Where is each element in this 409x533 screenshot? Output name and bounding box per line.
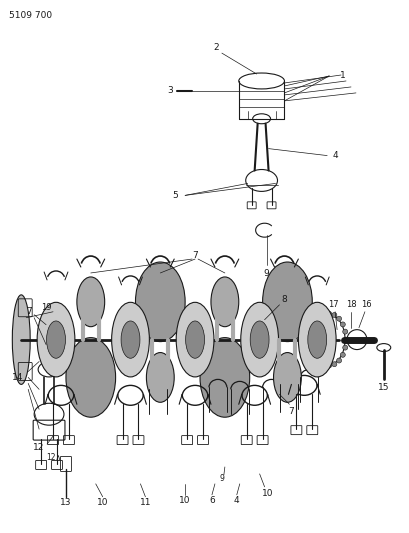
- Text: 4: 4: [234, 496, 239, 505]
- Ellipse shape: [321, 362, 326, 367]
- Ellipse shape: [342, 345, 347, 350]
- Text: 9: 9: [263, 270, 269, 278]
- Ellipse shape: [316, 358, 321, 363]
- Text: 10: 10: [261, 489, 273, 498]
- Text: 12: 12: [34, 442, 45, 451]
- Text: 7: 7: [26, 307, 32, 316]
- Ellipse shape: [146, 352, 174, 402]
- Text: 3: 3: [167, 86, 173, 95]
- Ellipse shape: [37, 302, 75, 377]
- Ellipse shape: [12, 295, 30, 384]
- Text: 12∧: 12∧: [46, 453, 61, 462]
- Ellipse shape: [339, 322, 344, 327]
- Ellipse shape: [309, 337, 314, 342]
- Ellipse shape: [312, 352, 317, 357]
- Ellipse shape: [310, 329, 315, 334]
- Ellipse shape: [135, 262, 185, 342]
- Text: 17: 17: [327, 300, 337, 309]
- Text: 2: 2: [213, 43, 218, 52]
- Text: 13: 13: [60, 498, 72, 507]
- Text: 1: 1: [339, 71, 345, 80]
- Ellipse shape: [176, 302, 213, 377]
- Ellipse shape: [307, 321, 326, 358]
- Ellipse shape: [310, 345, 315, 350]
- Text: 8: 8: [281, 295, 287, 304]
- Ellipse shape: [342, 329, 347, 334]
- Ellipse shape: [298, 302, 335, 377]
- Text: 9: 9: [219, 474, 224, 483]
- Text: 5109 700: 5109 700: [9, 11, 52, 20]
- Ellipse shape: [336, 316, 341, 321]
- Ellipse shape: [331, 362, 336, 367]
- Ellipse shape: [249, 321, 268, 358]
- Ellipse shape: [200, 337, 249, 417]
- Text: 15: 15: [377, 383, 389, 392]
- Ellipse shape: [273, 352, 301, 402]
- Ellipse shape: [331, 312, 336, 318]
- Ellipse shape: [336, 358, 341, 363]
- Text: 7: 7: [192, 251, 198, 260]
- Ellipse shape: [262, 262, 312, 342]
- Text: 6: 6: [209, 496, 214, 505]
- Text: 10: 10: [179, 496, 191, 505]
- Ellipse shape: [326, 311, 331, 316]
- Ellipse shape: [326, 363, 331, 368]
- Ellipse shape: [316, 316, 321, 321]
- Text: 18: 18: [345, 300, 355, 309]
- Text: 7: 7: [288, 407, 294, 416]
- Ellipse shape: [185, 321, 204, 358]
- Ellipse shape: [240, 302, 278, 377]
- Ellipse shape: [339, 352, 344, 357]
- Text: 19: 19: [41, 303, 51, 312]
- Text: 5: 5: [172, 191, 178, 200]
- Text: 16: 16: [361, 300, 371, 309]
- Ellipse shape: [111, 302, 149, 377]
- Ellipse shape: [321, 312, 326, 318]
- Ellipse shape: [47, 321, 65, 358]
- Ellipse shape: [66, 337, 115, 417]
- Ellipse shape: [76, 277, 104, 327]
- Text: 11: 11: [139, 498, 151, 507]
- Ellipse shape: [121, 321, 139, 358]
- Ellipse shape: [312, 322, 317, 327]
- Text: 10: 10: [97, 498, 108, 507]
- Ellipse shape: [211, 277, 238, 327]
- Text: 4: 4: [331, 151, 337, 160]
- Text: 14: 14: [11, 373, 23, 382]
- Ellipse shape: [343, 337, 348, 342]
